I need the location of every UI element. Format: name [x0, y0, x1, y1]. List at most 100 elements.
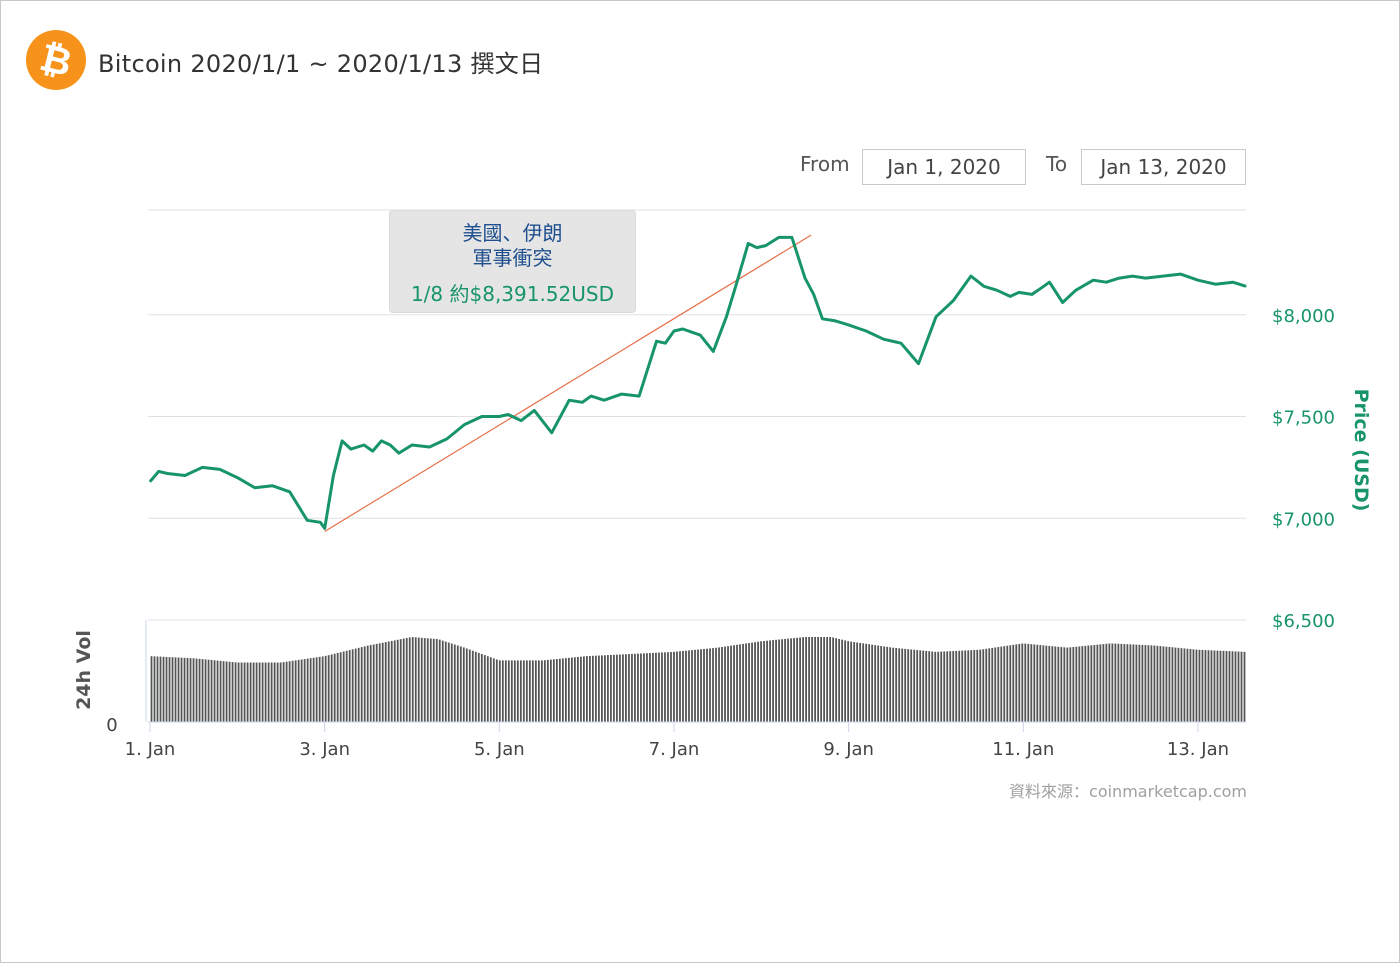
volume-bar [973, 650, 976, 722]
volume-bar [805, 637, 807, 722]
annotation-value: 1/8 約$8,391.52USD [410, 282, 615, 306]
price-point [935, 316, 937, 318]
from-date-input[interactable]: Jan 1, 2020 [862, 149, 1026, 185]
volume-bar [447, 642, 450, 722]
annotation-line-2: 軍事衝突 [472, 246, 553, 270]
volume-bar [282, 662, 285, 722]
volume-bar [787, 638, 789, 722]
volume-bar [366, 645, 369, 722]
volume-bar [808, 637, 811, 722]
volume-bar [1204, 650, 1207, 722]
volume-bar [474, 651, 477, 722]
volume-bar [348, 650, 351, 722]
volume-bar [441, 640, 444, 722]
volume-bar [934, 651, 937, 722]
price-point [917, 362, 920, 365]
volume-bar [631, 653, 633, 722]
price-point [970, 275, 972, 277]
price-point [551, 432, 553, 434]
volume-bar [883, 646, 886, 722]
volume-bar [450, 643, 453, 722]
volume-bar [564, 658, 567, 722]
volume-bar [468, 649, 471, 722]
volume-bar [204, 659, 207, 722]
volume-bar [549, 659, 552, 722]
volume-bar [784, 638, 786, 722]
volume-bar [1000, 646, 1003, 722]
volume-bar [372, 644, 375, 722]
price-point [747, 242, 749, 245]
volume-bar [453, 644, 456, 722]
volume-bar [853, 642, 856, 722]
volume-bar [1048, 645, 1051, 722]
price-point [271, 485, 273, 487]
volume-bar [652, 652, 654, 722]
volume-bar [763, 640, 765, 722]
x-tick-label: 1. Jan [125, 739, 176, 760]
volume-bar [309, 658, 312, 722]
volume-bar [1036, 644, 1039, 722]
volume-bar [718, 647, 720, 722]
volume-bar [522, 660, 525, 722]
volume-bar [1126, 644, 1129, 722]
y-tick-label: $8,000 [1272, 306, 1335, 327]
volume-bar [168, 657, 171, 722]
volume-bar [676, 651, 678, 722]
volume-bar [1099, 644, 1102, 722]
price-point [865, 330, 867, 332]
volume-bar [327, 655, 330, 722]
volume-bar [525, 660, 528, 722]
volume-bar [153, 656, 156, 722]
price-point [813, 293, 815, 295]
volume-bar [745, 643, 747, 722]
volume-bar [766, 640, 768, 722]
volume-bar [480, 653, 483, 722]
to-date-input[interactable]: Jan 13, 2020 [1081, 149, 1246, 185]
volume-bar [1018, 643, 1021, 722]
volume-bar [1060, 647, 1063, 722]
volume-bar [619, 654, 621, 722]
volume-bar [835, 638, 838, 722]
volume-bar [264, 662, 267, 722]
price-point [765, 244, 767, 247]
volume-bar [1225, 651, 1228, 722]
volume-bar [255, 662, 258, 722]
volume-bar [498, 660, 501, 722]
volume-bar [949, 651, 952, 722]
volume-bar [826, 637, 829, 722]
volume-bar [510, 660, 513, 722]
volume-bar [658, 652, 660, 722]
volume-bar [477, 652, 480, 722]
volume-bar [387, 641, 390, 722]
price-point [306, 519, 308, 521]
volume-bar [802, 637, 804, 722]
price-point [498, 415, 500, 418]
volume-bar [640, 653, 642, 722]
volume-bar [246, 662, 249, 722]
volume-bar [868, 644, 871, 722]
y-tick-label: $6,500 [1272, 611, 1335, 632]
volume-bar [381, 642, 384, 722]
volume-bar [279, 662, 282, 722]
volume-bar [1189, 649, 1192, 722]
volume-bar [516, 660, 519, 722]
volume-bar [408, 637, 411, 722]
volume-bar [1042, 645, 1045, 722]
volume-bar [552, 659, 555, 722]
price-point [1075, 289, 1077, 291]
volume-bar [721, 646, 723, 722]
volume-bar [528, 660, 531, 722]
volume-bar [1165, 646, 1168, 722]
volume-bar [613, 654, 615, 722]
volume-bar [793, 638, 795, 722]
volume-axis-title: 24h Vol [73, 630, 95, 710]
volume-bar [754, 642, 756, 722]
volume-bar [426, 638, 429, 722]
price-point [712, 350, 714, 352]
volume-bar [664, 652, 666, 722]
price-point [1179, 273, 1182, 275]
volume-bar [1219, 650, 1222, 722]
price-point [350, 448, 352, 450]
volume-bar [1102, 644, 1105, 722]
volume-bar [625, 654, 627, 722]
